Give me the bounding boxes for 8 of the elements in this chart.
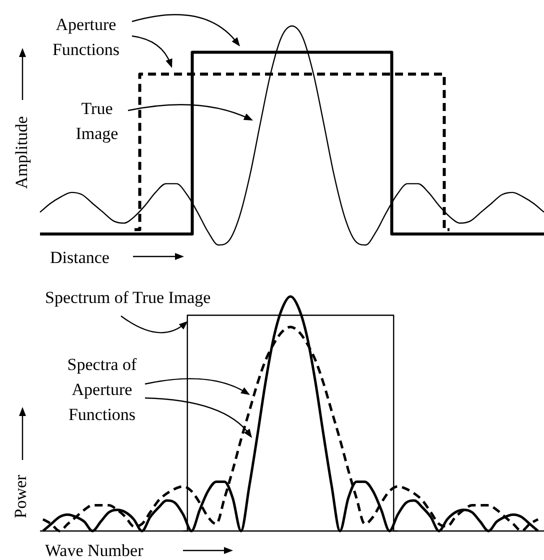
y-axis-title: Power [10, 474, 31, 518]
annotation: Aperture Functions [51, 14, 121, 61]
annotation: True Image [74, 98, 120, 145]
y-axis-title: Amplitude [10, 116, 32, 188]
annotation: Spectrum of True Image [45, 287, 211, 309]
x-axis-title: Distance [50, 247, 110, 269]
annotation: Spectra of Aperture Functions [66, 354, 138, 426]
x-axis-title: Wave Number [45, 540, 144, 560]
